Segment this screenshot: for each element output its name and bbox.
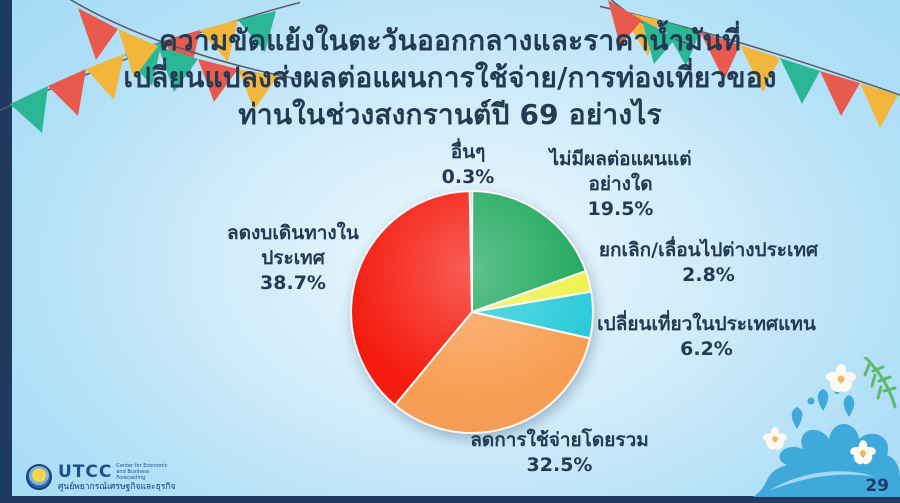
flower-icon bbox=[763, 427, 787, 450]
title-line-3: ท่านในช่วงสงกรานต์ปี 69 อย่างไร bbox=[238, 98, 662, 132]
utcc-subtitle-en: Center for Economic and Business Forecas… bbox=[116, 462, 168, 482]
left-accent-strip bbox=[0, 0, 12, 503]
flower-icon bbox=[826, 364, 856, 393]
pie-label-cancel-abroad: ยกเลิก/เลื่อนไปต่างประเทศ 2.8% bbox=[596, 238, 821, 288]
title-line-1: ความขัดแย้งในตะวันออกกลางและราคาน้ำมันที… bbox=[158, 24, 742, 57]
slide-title: ความขัดแย้งในตะวันออกกลางและราคาน้ำมันที… bbox=[70, 22, 830, 134]
utcc-emblem-icon bbox=[26, 464, 52, 491]
water-splash-icon bbox=[753, 357, 900, 497]
utcc-abbr: UTCC bbox=[58, 461, 113, 482]
bottom-accent-bar bbox=[0, 496, 900, 503]
pie-label-reduce-domestic-budget: ลดงบเดินทางใน ประเทศ 38.7% bbox=[198, 221, 388, 296]
flower-icon bbox=[850, 440, 876, 465]
pie-value-reduce-spending: 32.5% bbox=[526, 454, 593, 477]
utcc-logo: UTCC Center for Economic and Business Fo… bbox=[26, 463, 178, 492]
bunting-flags-right-icon bbox=[600, 0, 900, 128]
utcc-subtitle-th: ศูนย์พยากรณ์เศรษฐกิจและธุรกิจ bbox=[58, 481, 176, 492]
pie-value-reduce-domestic-budget: 38.7% bbox=[260, 272, 326, 295]
pie-label-reduce-spending: ลดการใช้จ่ายโดยรวม 32.5% bbox=[452, 428, 667, 478]
page-number: 29 bbox=[865, 476, 889, 496]
title-line-2: เปลี่ยนแปลงส่งผลต่อแผนการใช้จ่าย/การท่อง… bbox=[123, 61, 777, 95]
pie-value-switch-domestic: 6.2% bbox=[680, 338, 733, 361]
pie-value-others: 0.3% bbox=[441, 166, 495, 189]
pie-value-cancel-abroad: 2.8% bbox=[682, 264, 735, 287]
pie-label-switch-domestic: เปลี่ยนเที่ยวในประเทศแทน 6.2% bbox=[594, 312, 819, 362]
pie-label-others: อื่นๆ 0.3% bbox=[403, 140, 533, 190]
bunting-flags-left-icon bbox=[0, 0, 300, 133]
pie-label-no-effect: ไม่มีผลต่อแผนแต่ อย่างใด 19.5% bbox=[518, 147, 723, 222]
pie-value-no-effect: 19.5% bbox=[587, 198, 654, 221]
